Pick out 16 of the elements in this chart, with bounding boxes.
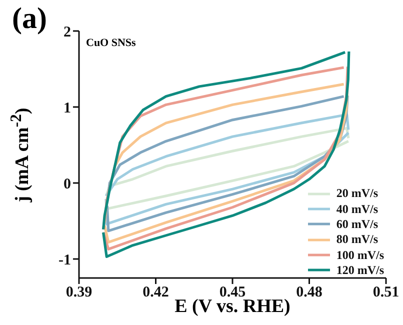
y-tick-label: 1 bbox=[64, 100, 71, 116]
legend-label: 120 mV/s bbox=[336, 262, 384, 278]
annotation: CuO SNSs bbox=[86, 37, 136, 49]
legend-label: 20 mV/s bbox=[336, 186, 378, 202]
legend-label: 60 mV/s bbox=[336, 216, 378, 232]
x-tick-label: 0.51 bbox=[372, 284, 400, 301]
legend-label: 40 mV/s bbox=[336, 202, 378, 217]
chart-title: (a) bbox=[12, 2, 47, 36]
y-tick-label: 2 bbox=[64, 24, 71, 40]
x-tick-label: 0.48 bbox=[296, 284, 322, 301]
x-tick-label: 0.39 bbox=[66, 284, 92, 301]
legend-label: 100 mV/s bbox=[336, 248, 384, 263]
legend-label: 80 mV/s bbox=[336, 232, 378, 248]
y-tick-label: 0 bbox=[64, 176, 71, 192]
y-tick-label: -1 bbox=[58, 252, 71, 268]
x-tick-label: 0.42 bbox=[142, 284, 169, 301]
